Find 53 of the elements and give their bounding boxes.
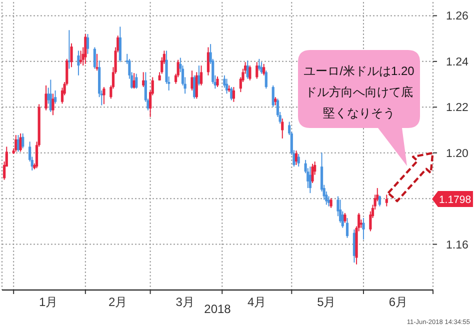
candlestick: [193, 74, 196, 100]
candlestick: [190, 70, 194, 91]
candlestick: [256, 62, 258, 80]
candlestick: [93, 46, 96, 70]
candlestick: [86, 34, 90, 54]
annotation: ユーロ/米ドルは1.20ドル方向へ向けて底堅くなりそう: [304, 64, 415, 120]
candlestick: [264, 70, 268, 90]
x-tick-label: 6月: [388, 295, 408, 309]
y-tick-label: 1.26: [446, 10, 468, 23]
x-tick-label: 4月: [248, 295, 266, 309]
candlestick: [77, 50, 80, 76]
candlestick: [248, 65, 252, 81]
candlestick: [281, 118, 284, 139]
candlestick: [14, 134, 18, 152]
candlestick: [142, 72, 145, 88]
candlestick: [54, 90, 57, 104]
candlestick: [216, 76, 219, 88]
candlestick: [330, 198, 332, 208]
candlestick: [200, 65, 203, 86]
candlestick: [135, 73, 138, 90]
x-tick-label: 3月: [176, 295, 194, 309]
y-tick-label: 1.24: [446, 56, 469, 68]
candlestick: [346, 218, 349, 238]
x-axis-title: 2018: [204, 302, 232, 316]
candlestick: [232, 86, 236, 102]
candlestick: [230, 86, 233, 101]
candlestick: [225, 78, 228, 94]
candlestick: [311, 163, 314, 184]
text: 1.1798: [438, 194, 472, 206]
candlestick: [294, 150, 298, 166]
candlestick: [84, 34, 87, 64]
x-tick-label: 5月: [317, 295, 336, 309]
x-tick-label: 1月: [39, 295, 58, 309]
candlestick: [378, 195, 382, 207]
candlestick: [344, 212, 346, 224]
candlestick: [362, 218, 365, 240]
candlestick: [70, 42, 73, 68]
x-tick-label: 2月: [108, 295, 128, 309]
candlestick: [297, 154, 300, 168]
candlestick: [19, 132, 22, 152]
candlestick: [44, 84, 48, 111]
candlestick: [118, 26, 122, 63]
candlestick: [385, 194, 388, 207]
candlestick: [198, 65, 200, 86]
y-tick-label: 1.16: [446, 239, 468, 252]
candlestick: [272, 84, 274, 108]
y-tick-label: 1.20: [446, 148, 468, 160]
y-tick-label: 1.22: [446, 102, 468, 114]
candlestick: [102, 86, 106, 105]
candlestick: [22, 132, 24, 149]
candlestick: [52, 93, 54, 116]
candlestick: [262, 63, 266, 76]
candlestick: [260, 62, 263, 74]
